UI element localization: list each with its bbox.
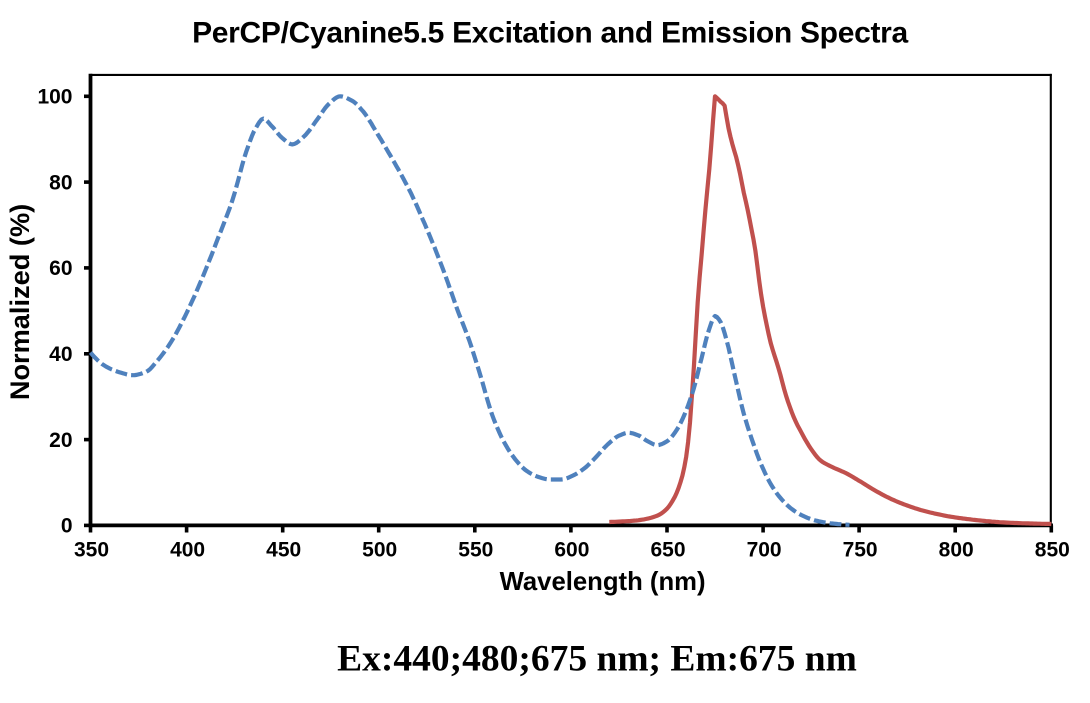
- svg-text:0: 0: [61, 515, 73, 538]
- svg-text:800: 800: [939, 539, 974, 562]
- svg-text:40: 40: [49, 343, 72, 366]
- svg-text:450: 450: [266, 539, 301, 562]
- svg-text:750: 750: [843, 539, 878, 562]
- svg-text:650: 650: [650, 539, 685, 562]
- svg-text:Normalized (%): Normalized (%): [4, 204, 35, 400]
- svg-text:20: 20: [49, 429, 72, 452]
- svg-text:850: 850: [1035, 539, 1070, 562]
- svg-text:550: 550: [458, 539, 493, 562]
- svg-text:80: 80: [49, 171, 72, 194]
- svg-text:600: 600: [554, 539, 589, 562]
- svg-text:60: 60: [49, 257, 72, 280]
- svg-text:700: 700: [747, 539, 782, 562]
- svg-text:400: 400: [170, 539, 205, 562]
- svg-text:350: 350: [74, 539, 109, 562]
- svg-text:100: 100: [37, 86, 72, 109]
- svg-text:Ex:440;480;675 nm; Em:675 nm: Ex:440;480;675 nm; Em:675 nm: [337, 639, 857, 680]
- svg-text:500: 500: [362, 539, 397, 562]
- svg-text:Wavelength (nm): Wavelength (nm): [500, 568, 706, 596]
- svg-text:PerCP/Cyanine5.5 Excitation an: PerCP/Cyanine5.5 Excitation and Emission…: [192, 17, 908, 50]
